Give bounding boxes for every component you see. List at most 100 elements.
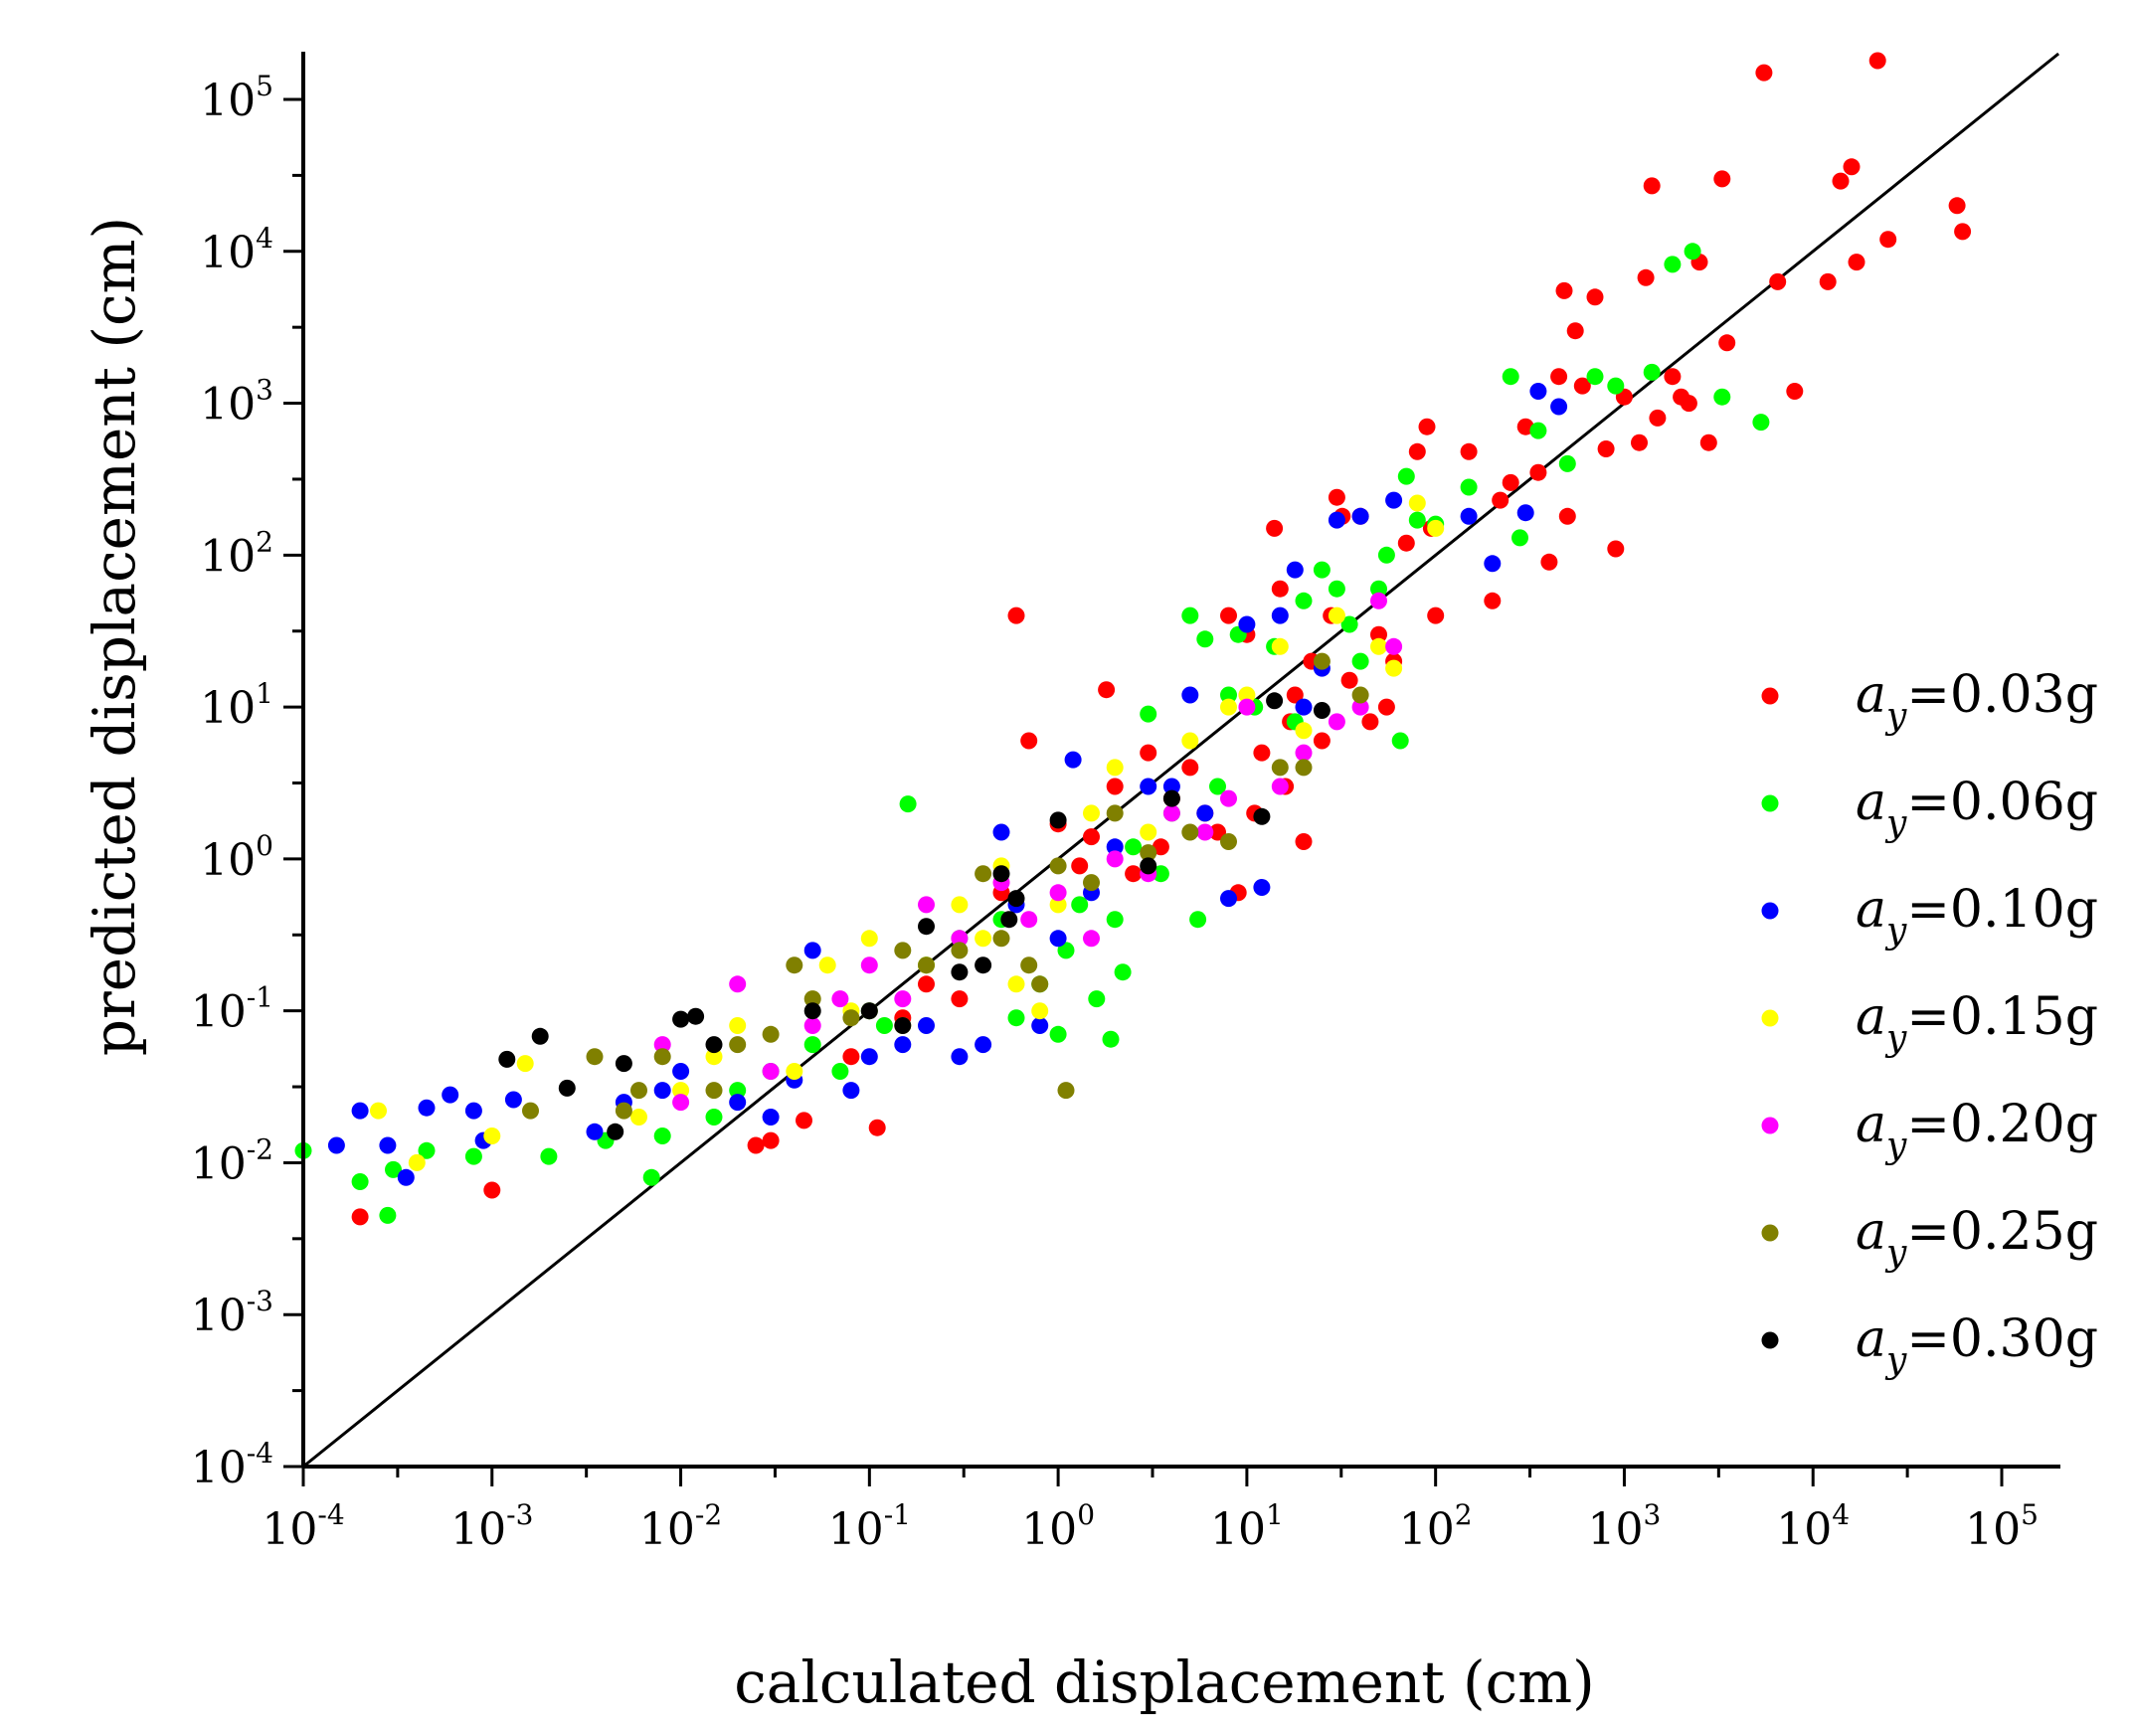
data-point bbox=[1566, 322, 1584, 340]
data-point bbox=[327, 1136, 345, 1154]
data-point bbox=[1948, 197, 1966, 215]
data-point bbox=[842, 1048, 860, 1066]
data-point bbox=[1007, 1009, 1025, 1027]
data-point bbox=[1181, 759, 1199, 777]
data-point bbox=[1649, 409, 1667, 427]
data-point bbox=[379, 1136, 397, 1154]
data-point bbox=[1114, 963, 1132, 981]
data-point bbox=[1181, 732, 1199, 750]
data-point bbox=[1088, 990, 1106, 1008]
data-point bbox=[1868, 52, 1886, 70]
x-tick-label: 10-2 bbox=[639, 1498, 722, 1555]
data-point bbox=[1071, 857, 1089, 875]
data-point bbox=[1007, 890, 1025, 908]
series-1 bbox=[351, 52, 1972, 1226]
data-point bbox=[1699, 434, 1717, 451]
legend-marker bbox=[1761, 687, 1779, 705]
legend-label: ay=0.10g bbox=[1856, 880, 2098, 952]
data-point bbox=[1031, 1017, 1049, 1034]
data-point bbox=[786, 956, 803, 974]
data-point bbox=[1340, 615, 1358, 633]
data-point bbox=[1370, 625, 1387, 643]
data-point bbox=[1181, 607, 1199, 624]
data-point bbox=[1140, 857, 1157, 875]
data-point bbox=[504, 1091, 522, 1109]
data-point bbox=[1020, 911, 1038, 929]
data-point bbox=[1266, 692, 1284, 710]
legend-marker bbox=[1761, 1224, 1779, 1242]
data-point bbox=[1181, 823, 1199, 841]
data-point bbox=[729, 975, 747, 993]
data-point bbox=[1460, 442, 1478, 460]
data-point bbox=[1328, 488, 1345, 506]
x-tick-label: 103 bbox=[1588, 1498, 1662, 1555]
data-point bbox=[975, 956, 992, 974]
data-point bbox=[1286, 561, 1304, 579]
data-point bbox=[729, 1082, 747, 1100]
data-point bbox=[1643, 177, 1661, 195]
y-tick-label: 10-2 bbox=[191, 1132, 273, 1189]
data-point bbox=[992, 930, 1010, 948]
data-point bbox=[1684, 243, 1701, 260]
y-tick-label: 10-1 bbox=[191, 981, 273, 1038]
data-point bbox=[397, 1168, 415, 1186]
data-point bbox=[1631, 434, 1648, 451]
data-point bbox=[418, 1141, 436, 1159]
data-point bbox=[803, 1002, 821, 1020]
y-tick-label: 10-4 bbox=[191, 1437, 273, 1493]
data-point bbox=[1106, 759, 1124, 777]
reference-line-layer bbox=[302, 52, 2060, 1469]
data-point bbox=[1220, 607, 1237, 624]
data-point bbox=[1879, 231, 1897, 249]
y-tick-label: 102 bbox=[200, 525, 273, 582]
data-point bbox=[1125, 838, 1143, 856]
data-point bbox=[1140, 844, 1157, 862]
y-tick-label: 100 bbox=[200, 829, 273, 886]
y-tick-label: 101 bbox=[200, 677, 273, 734]
data-point bbox=[1007, 607, 1025, 624]
data-point bbox=[1152, 865, 1169, 883]
data-point bbox=[1586, 368, 1604, 386]
data-point bbox=[1954, 223, 1972, 241]
data-point bbox=[818, 956, 836, 974]
data-point bbox=[1664, 368, 1682, 386]
data-point bbox=[672, 1094, 690, 1112]
data-point bbox=[1253, 807, 1271, 825]
data-point bbox=[1049, 811, 1067, 829]
data-point bbox=[1209, 823, 1226, 841]
x-axis-title: calculated displacement (cm) bbox=[734, 1649, 1594, 1716]
data-point bbox=[642, 1168, 660, 1186]
data-point bbox=[705, 1109, 723, 1126]
legend-marker bbox=[1761, 1117, 1779, 1134]
data-point bbox=[1220, 789, 1237, 807]
data-point bbox=[1516, 504, 1534, 522]
data-point bbox=[1597, 440, 1615, 457]
data-point bbox=[1529, 463, 1547, 481]
data-point bbox=[531, 1027, 549, 1045]
data-point bbox=[1529, 422, 1547, 439]
data-point bbox=[1843, 158, 1861, 176]
data-point bbox=[1007, 975, 1025, 993]
data-point bbox=[868, 1119, 886, 1136]
data-point bbox=[1313, 652, 1331, 670]
data-points-layer bbox=[294, 52, 1972, 1226]
data-point bbox=[483, 1181, 501, 1199]
data-point bbox=[408, 1153, 426, 1171]
data-point bbox=[831, 1063, 849, 1080]
data-point bbox=[1295, 833, 1313, 850]
data-point bbox=[522, 1102, 539, 1120]
data-point bbox=[672, 1063, 690, 1080]
data-point bbox=[1049, 884, 1067, 902]
data-point bbox=[615, 1102, 632, 1120]
data-point bbox=[1529, 383, 1547, 400]
data-point bbox=[1361, 713, 1379, 731]
data-point bbox=[803, 990, 821, 1008]
data-point bbox=[516, 1055, 534, 1073]
data-point bbox=[894, 1036, 912, 1054]
data-point bbox=[762, 1131, 780, 1149]
data-point bbox=[1209, 778, 1226, 795]
data-point bbox=[351, 1173, 369, 1190]
data-point bbox=[705, 1036, 723, 1054]
data-point bbox=[1162, 804, 1180, 822]
data-point bbox=[975, 865, 992, 883]
